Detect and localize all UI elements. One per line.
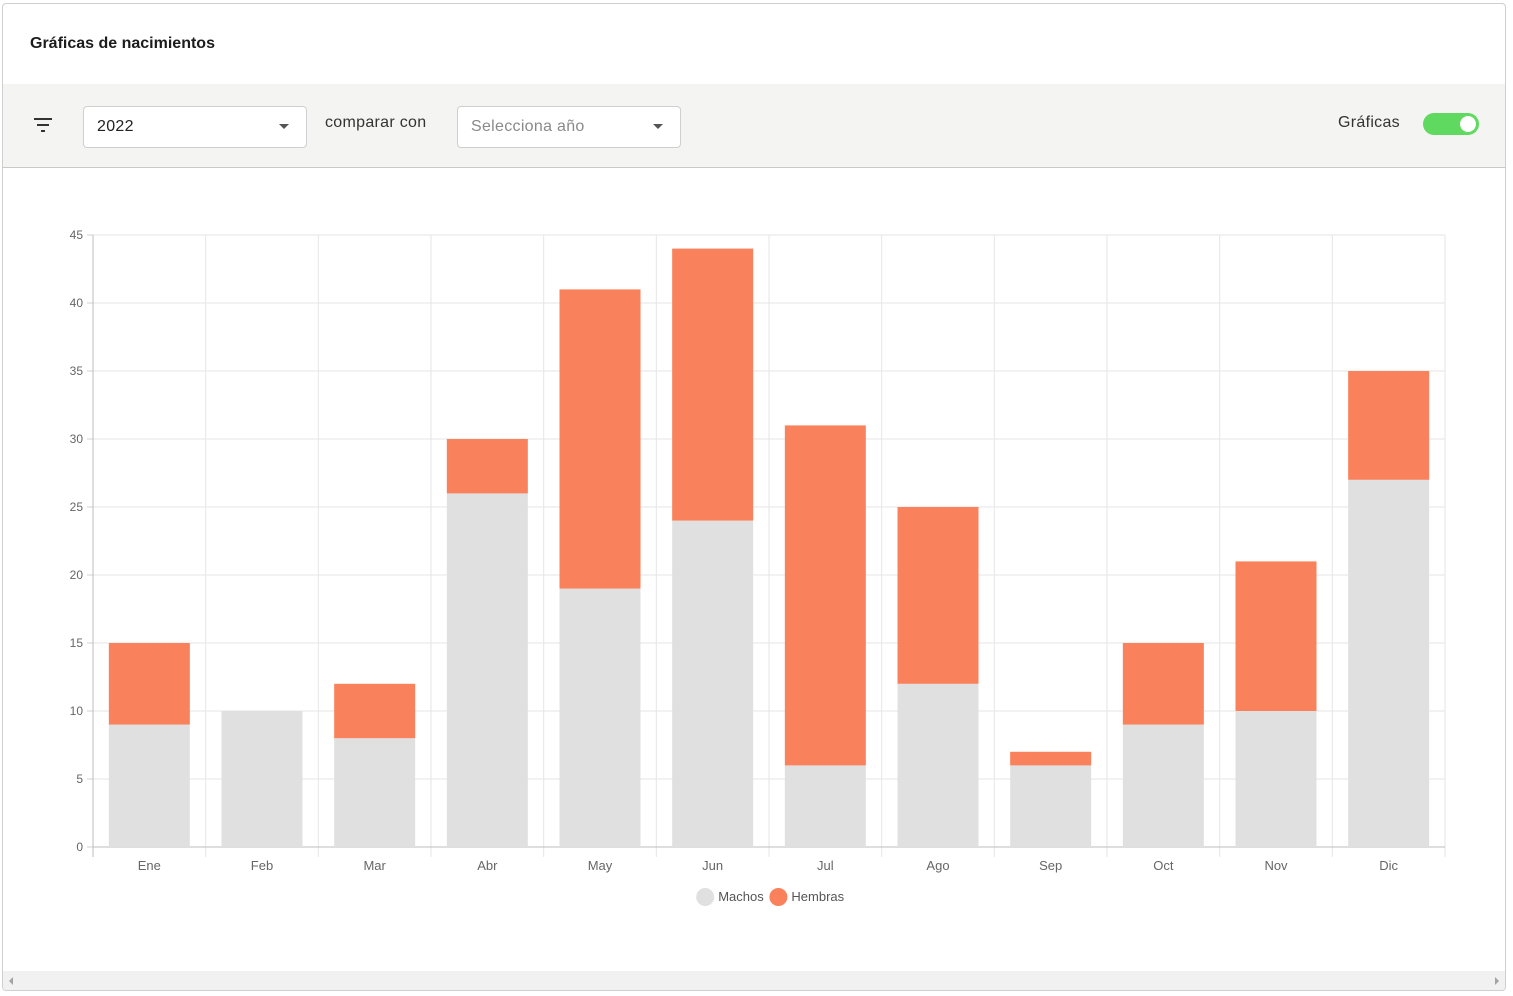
y-tick-label: 45: [70, 228, 84, 242]
bar-machos-ago: [897, 683, 979, 847]
bar-machos-mar: [334, 738, 416, 847]
legend-label-machos: Machos: [718, 889, 764, 904]
x-tick-label: Jul: [817, 858, 834, 873]
y-tick-label: 35: [70, 364, 84, 378]
y-tick-label: 5: [76, 772, 83, 786]
year-select-value: 2022: [97, 118, 134, 135]
x-tick-label: Dic: [1379, 858, 1398, 873]
scroll-left-icon[interactable]: [9, 977, 13, 985]
bar-hembras-abr: [446, 439, 528, 494]
toggle-knob: [1460, 116, 1476, 132]
bar-hembras-dic: [1348, 371, 1430, 480]
x-tick-label: Abr: [477, 858, 498, 873]
x-tick-label: May: [588, 858, 613, 873]
chart-card: Gráficas de nacimientos 2022 comparar co…: [2, 3, 1506, 991]
year-select[interactable]: 2022: [83, 106, 307, 148]
y-tick-label: 15: [70, 636, 84, 650]
births-bar-chart: 0 5 10 15 20 25 30 35 40 45 Ene Feb Mar Abr May Jun Jul A…: [70, 228, 1446, 906]
x-tick-label: Sep: [1039, 858, 1062, 873]
bar-machos-jun: [672, 520, 754, 847]
bar-machos-may: [559, 588, 641, 847]
bar-hembras-ago: [897, 507, 979, 684]
bar-machos-ene: [108, 724, 190, 847]
bar-hembras-nov: [1235, 561, 1317, 711]
x-tick-label: Oct: [1153, 858, 1174, 873]
x-tick-label: Ene: [138, 858, 161, 873]
compare-label: comparar con: [325, 114, 427, 131]
bar-hembras-ene: [108, 643, 190, 725]
x-tick-label: Jun: [702, 858, 723, 873]
bar-hembras-sep: [1010, 751, 1092, 766]
x-tick-label: Feb: [251, 858, 273, 873]
bar-machos-feb: [221, 711, 303, 847]
horizontal-scrollbar[interactable]: [3, 971, 1505, 990]
card-header: Gráficas de nacimientos: [3, 4, 1505, 84]
bar-machos-sep: [1010, 765, 1092, 847]
legend-swatch-machos: [696, 888, 715, 906]
y-tick-label: 20: [70, 568, 84, 582]
chevron-down-icon: [279, 124, 289, 129]
filter-icon[interactable]: [31, 113, 55, 137]
y-tick-label: 10: [70, 704, 84, 718]
compare-select-placeholder: Selecciona año: [471, 118, 585, 135]
x-tick-label: Ago: [926, 858, 949, 873]
x-tick-label: Mar: [363, 858, 386, 873]
bar-machos-nov: [1235, 711, 1317, 847]
page-title: Gráficas de nacimientos: [30, 35, 215, 52]
bar-machos-jul: [784, 765, 866, 847]
x-tick-label: Nov: [1264, 858, 1288, 873]
bar-hembras-oct: [1122, 643, 1204, 725]
bar-machos-oct: [1122, 724, 1204, 847]
y-tick-label: 0: [76, 840, 83, 854]
bar-hembras-jul: [784, 425, 866, 766]
scroll-right-icon[interactable]: [1495, 977, 1499, 985]
compare-year-select[interactable]: Selecciona año: [457, 106, 681, 148]
legend-label-hembras: Hembras: [791, 889, 844, 904]
bar-hembras-jun: [672, 248, 754, 521]
bar-machos-dic: [1348, 479, 1430, 847]
bar-machos-abr: [446, 493, 528, 847]
bar-hembras-mar: [334, 683, 416, 739]
bar-hembras-may: [559, 289, 641, 589]
y-tick-label: 40: [70, 296, 84, 310]
filter-toolbar: 2022 comparar con Selecciona año Gráfica…: [3, 84, 1505, 168]
charts-toggle-label: Gráficas: [1338, 114, 1400, 131]
legend-swatch-hembras: [769, 888, 788, 906]
charts-toggle[interactable]: [1423, 113, 1479, 135]
y-tick-label: 30: [70, 432, 84, 446]
chevron-down-icon: [653, 124, 663, 129]
y-tick-label: 25: [70, 500, 84, 514]
